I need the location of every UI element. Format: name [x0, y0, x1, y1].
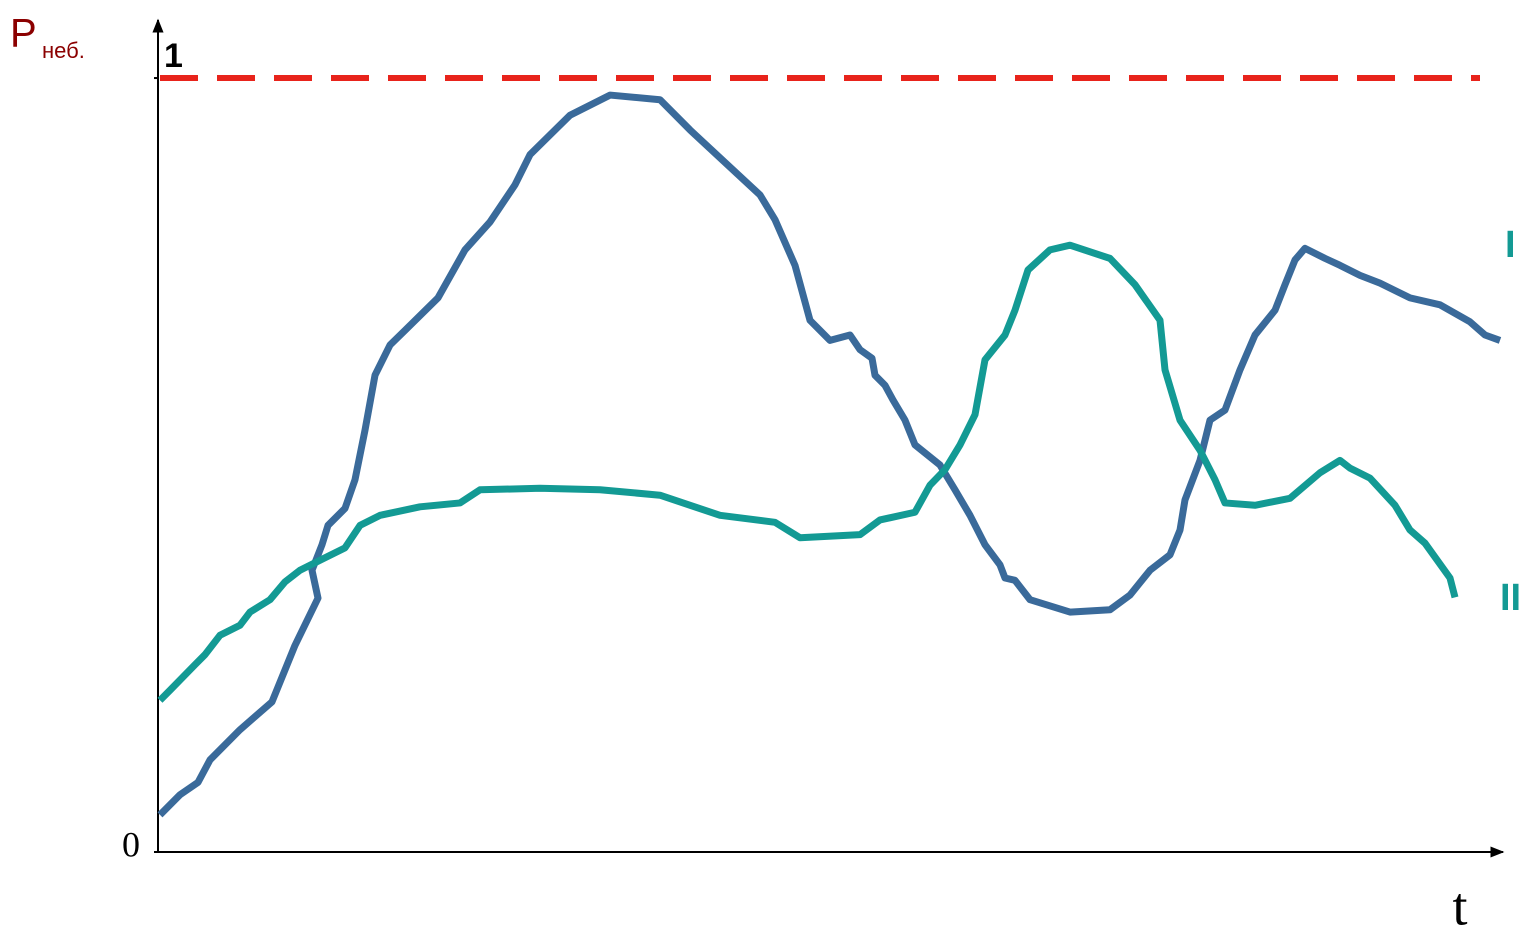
y-tick-label: 1 [164, 37, 183, 75]
series-line [157, 91, 1502, 818]
x-axis-label: t [1452, 876, 1467, 936]
y-axis-label: P [10, 12, 37, 56]
series-label: II [1500, 577, 1521, 619]
y-axis-label-sub: неб. [42, 38, 85, 63]
series-label: I [1505, 224, 1516, 266]
series-line [157, 241, 1459, 703]
y-tick-label: 0 [122, 824, 140, 864]
